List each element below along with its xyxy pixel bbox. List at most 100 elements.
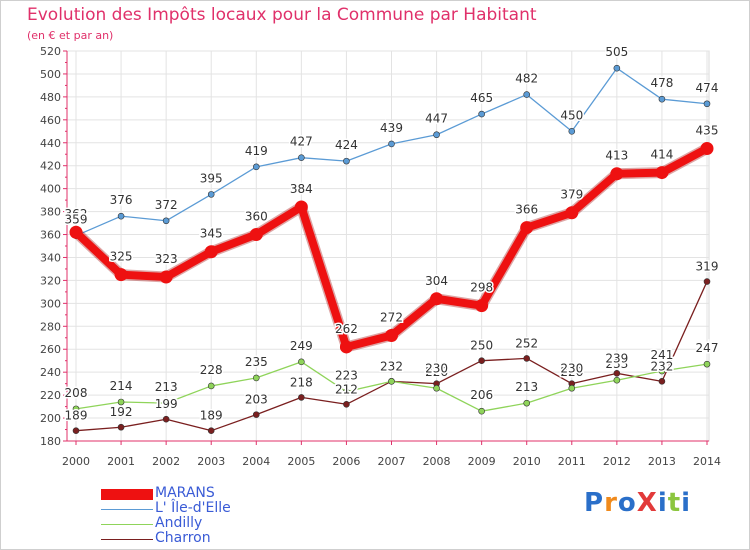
x-tick-label: 2014 xyxy=(693,455,721,468)
data-label: 447 xyxy=(425,112,448,126)
data-point-marans xyxy=(69,225,83,239)
y-tick-label: 260 xyxy=(40,343,61,356)
data-point-2 xyxy=(658,367,666,375)
data-point-marans xyxy=(565,206,579,220)
data-point-2 xyxy=(252,374,260,382)
data-label: 214 xyxy=(110,379,133,393)
data-label: 192 xyxy=(110,405,133,419)
data-point-marans xyxy=(339,340,353,354)
data-label: 439 xyxy=(380,121,403,135)
x-tick-label: 2006 xyxy=(332,455,360,468)
plot-area xyxy=(66,50,710,442)
data-label: 424 xyxy=(335,138,358,152)
x-tick-label: 2004 xyxy=(242,455,270,468)
data-label: 213 xyxy=(515,380,538,394)
data-label: 232 xyxy=(380,359,403,373)
y-tick-label: 420 xyxy=(40,160,61,173)
y-tick-label: 380 xyxy=(40,206,61,219)
data-label: 435 xyxy=(696,124,719,138)
data-label: 226 xyxy=(560,365,583,379)
logo-letter: r xyxy=(604,488,618,518)
data-label: 376 xyxy=(110,193,133,207)
data-label: 505 xyxy=(605,45,628,59)
data-label: 241 xyxy=(650,348,673,362)
data-label: 319 xyxy=(696,260,719,274)
data-label: 414 xyxy=(650,148,673,162)
data-point-2 xyxy=(613,376,621,384)
data-point-marans xyxy=(655,166,669,180)
data-label: 233 xyxy=(605,357,628,371)
x-tick-label: 2013 xyxy=(648,455,676,468)
x-tick-label: 2011 xyxy=(558,455,586,468)
data-label: 323 xyxy=(155,252,178,266)
data-point-2 xyxy=(703,360,711,368)
x-tick-label: 2005 xyxy=(287,455,315,468)
data-point-marans xyxy=(700,142,714,155)
legend-label: L' Île-d'Elle xyxy=(155,500,231,516)
legend-swatch xyxy=(101,509,153,510)
data-label: 262 xyxy=(335,322,358,336)
data-label: 359 xyxy=(65,213,88,227)
data-label: 465 xyxy=(470,91,493,105)
data-label: 272 xyxy=(380,310,403,324)
data-point-marans xyxy=(430,292,444,306)
data-point-marans xyxy=(249,228,263,242)
data-point-2 xyxy=(388,378,395,385)
data-point-3 xyxy=(207,427,215,434)
y-tick-label: 240 xyxy=(40,366,61,379)
data-point-1 xyxy=(703,100,711,108)
data-label: 230 xyxy=(560,362,583,376)
data-label: 362 xyxy=(65,207,88,221)
logo-letter: X xyxy=(636,488,658,518)
data-point-3 xyxy=(162,415,170,423)
y-tick-label: 500 xyxy=(40,68,61,81)
y-tick-label: 480 xyxy=(40,91,61,104)
data-point-marans xyxy=(475,299,489,313)
data-point-marans xyxy=(159,270,173,284)
data-label: 228 xyxy=(200,363,223,377)
data-label: 478 xyxy=(650,76,673,90)
data-point-1 xyxy=(523,91,531,98)
data-label: 218 xyxy=(290,375,313,389)
data-point-1 xyxy=(478,110,485,118)
data-label: 450 xyxy=(560,108,583,122)
data-label: 203 xyxy=(245,393,268,407)
data-label: 366 xyxy=(515,203,538,217)
data-point-1 xyxy=(117,212,125,220)
data-label: 474 xyxy=(696,81,719,95)
data-point-1 xyxy=(433,131,440,139)
data-point-2 xyxy=(523,399,531,407)
data-point-2 xyxy=(207,382,215,390)
data-label: 226 xyxy=(425,365,448,379)
data-point-3 xyxy=(478,357,485,365)
data-point-2 xyxy=(72,405,80,413)
x-tick-label: 2000 xyxy=(62,455,90,468)
data-point-3 xyxy=(343,400,350,408)
data-label: 239 xyxy=(605,351,628,365)
data-label: 189 xyxy=(65,409,88,423)
y-tick-label: 180 xyxy=(40,435,61,448)
data-point-1 xyxy=(343,157,350,165)
x-tick-label: 2003 xyxy=(197,455,225,468)
data-point-marans xyxy=(204,245,218,259)
data-point-3 xyxy=(523,355,531,362)
legend-label: MARANS xyxy=(155,485,215,501)
data-point-2 xyxy=(117,398,125,406)
data-label: 199 xyxy=(155,397,178,411)
data-label: 304 xyxy=(425,274,448,288)
y-tick-label: 440 xyxy=(40,137,61,150)
data-point-1 xyxy=(613,64,621,72)
data-point-1 xyxy=(568,127,576,135)
data-point-3 xyxy=(252,411,260,418)
data-label: 232 xyxy=(650,359,673,373)
data-label: 413 xyxy=(605,149,628,163)
data-label: 249 xyxy=(290,339,313,353)
data-label: 232 xyxy=(380,358,403,372)
data-point-3 xyxy=(703,278,711,285)
data-label: 189 xyxy=(200,409,223,423)
data-label: 213 xyxy=(155,380,178,394)
proxiti-logo: ProXiti xyxy=(584,488,691,518)
data-point-2 xyxy=(343,388,350,395)
data-point-2 xyxy=(478,407,485,415)
